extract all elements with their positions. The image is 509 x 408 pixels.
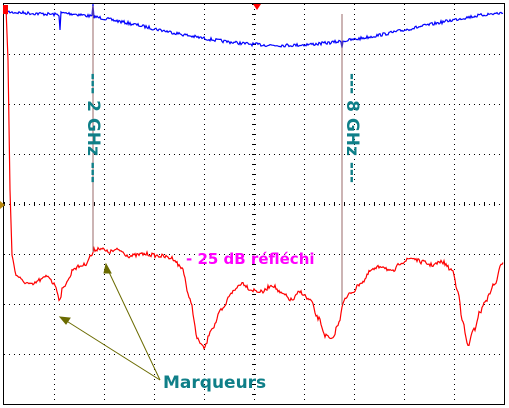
transmitted-trace xyxy=(5,3,504,49)
trigger-position-marker xyxy=(253,4,261,10)
ground-level-marker xyxy=(0,201,5,209)
marker-label-2ghz: --- 2 GHz --- xyxy=(83,73,103,183)
arrowhead-right xyxy=(103,262,112,274)
channel-offset-marker xyxy=(3,5,8,14)
arrow-to-marker-left xyxy=(64,319,161,381)
reflected-trace xyxy=(5,7,504,350)
arrow-to-marker-right xyxy=(107,269,161,381)
reflection-level-label: - 25 dB réfléchi xyxy=(186,250,315,268)
markers-callout: Marqueurs xyxy=(163,373,266,393)
arrowhead-left xyxy=(58,316,71,325)
marker-label-8ghz: --- 8 GHz --- xyxy=(342,73,362,183)
callout-arrows xyxy=(58,262,161,381)
graticule xyxy=(4,4,505,405)
